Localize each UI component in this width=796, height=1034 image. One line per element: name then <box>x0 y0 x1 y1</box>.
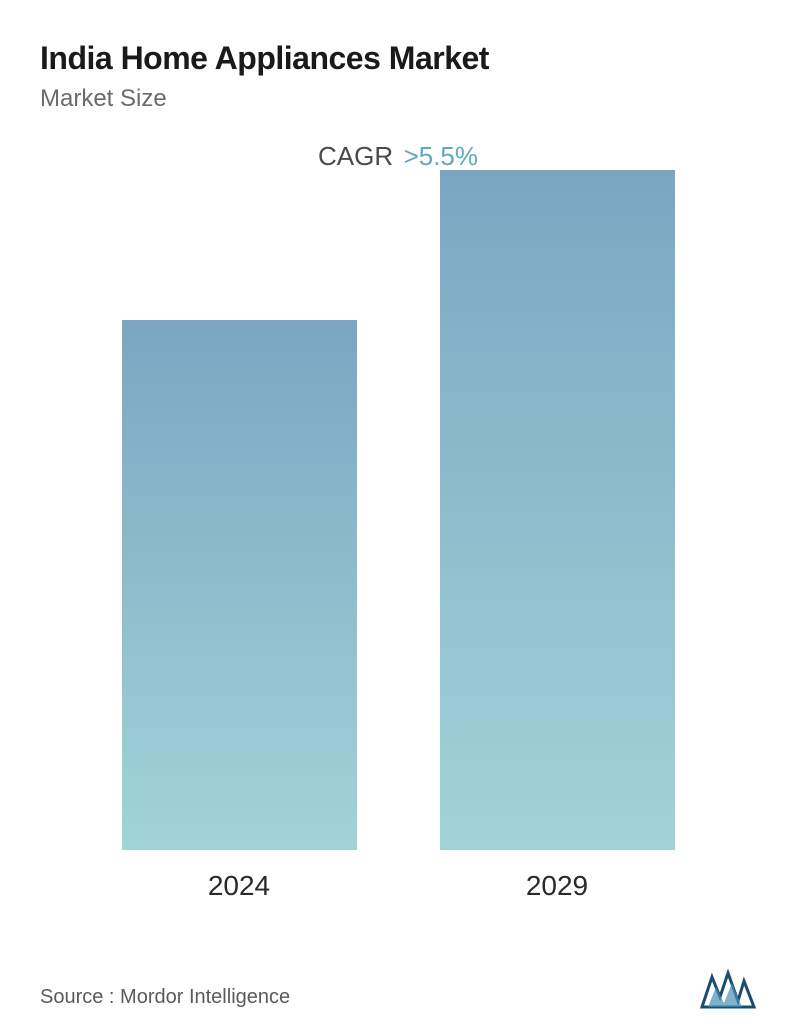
chart-subtitle: Market Size <box>40 85 756 113</box>
cagr-label: CAGR <box>318 141 393 171</box>
mordor-logo-icon <box>700 969 756 1009</box>
source-text: Source : Mordor Intelligence <box>40 986 290 1009</box>
bar-group-1: 2029 <box>440 170 675 902</box>
cagr-value: >5.5% <box>404 141 478 171</box>
bar-group-0: 2024 <box>122 320 357 902</box>
bar-0 <box>122 320 357 850</box>
bar-1 <box>440 170 675 850</box>
bar-label-1: 2029 <box>526 870 588 902</box>
chart-title: India Home Appliances Market <box>40 40 756 77</box>
footer: Source : Mordor Intelligence <box>40 969 756 1009</box>
bar-label-0: 2024 <box>208 870 270 902</box>
chart-area: 2024 2029 <box>40 222 756 902</box>
cagr-display: CAGR >5.5% <box>40 141 756 172</box>
